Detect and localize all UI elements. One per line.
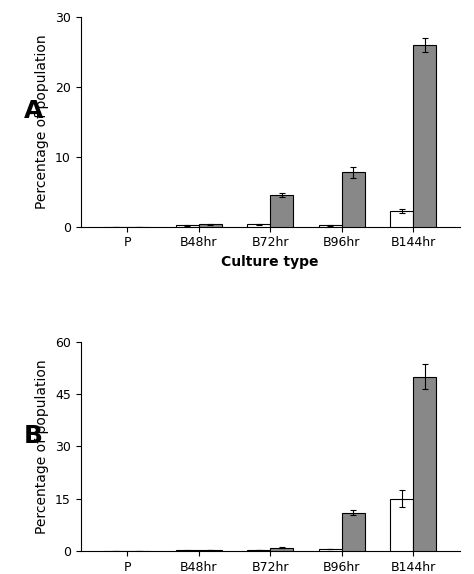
Bar bbox=[247, 224, 270, 227]
Bar bbox=[176, 225, 199, 227]
Bar bbox=[319, 549, 342, 551]
Bar bbox=[413, 45, 436, 227]
Bar bbox=[176, 550, 199, 551]
Bar bbox=[342, 513, 365, 551]
Text: A: A bbox=[24, 99, 43, 123]
Bar bbox=[270, 195, 293, 227]
Bar bbox=[391, 211, 413, 227]
Y-axis label: Percentage of population: Percentage of population bbox=[36, 34, 49, 209]
Bar bbox=[199, 224, 221, 227]
Bar bbox=[270, 548, 293, 551]
Bar bbox=[391, 499, 413, 551]
Bar bbox=[199, 550, 221, 551]
Bar bbox=[342, 172, 365, 227]
Y-axis label: Percentage of population: Percentage of population bbox=[36, 359, 49, 534]
Bar bbox=[413, 377, 436, 551]
Bar bbox=[247, 550, 270, 551]
X-axis label: Culture type: Culture type bbox=[221, 255, 319, 269]
Text: B: B bbox=[24, 424, 43, 448]
Bar bbox=[319, 225, 342, 227]
